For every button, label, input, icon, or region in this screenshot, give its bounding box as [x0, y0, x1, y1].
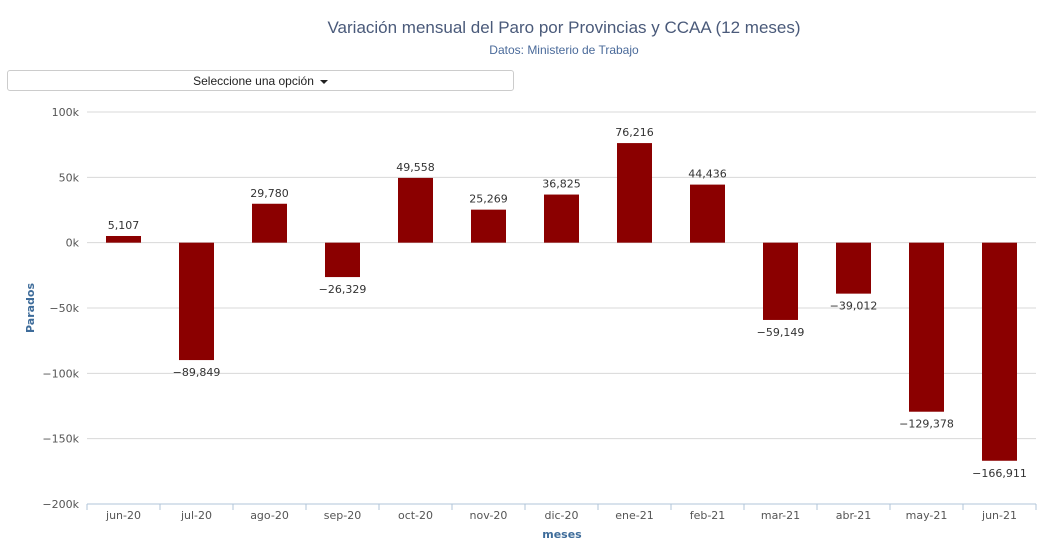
- x-tick-label: mar-21: [761, 509, 800, 522]
- x-tick-label: oct-20: [398, 509, 433, 522]
- option-select-button[interactable]: Seleccione una opción: [7, 70, 514, 91]
- chart-title: Variación mensual del Paro por Provincia…: [327, 18, 801, 37]
- data-label: 49,558: [396, 161, 435, 174]
- data-label: 44,436: [688, 168, 727, 181]
- bar[interactable]: [179, 242, 214, 361]
- bars: [106, 143, 1017, 461]
- x-tick-label: dic-20: [544, 509, 578, 522]
- bar[interactable]: [325, 242, 360, 278]
- bar[interactable]: [544, 194, 579, 243]
- x-tick-label: jun-21: [981, 509, 1017, 522]
- x-tick-label: nov-20: [470, 509, 508, 522]
- data-label: −26,329: [319, 283, 367, 296]
- x-tick-label: sep-20: [324, 509, 361, 522]
- x-axis-ticks: jun-20 jul-20 ago-20 sep-20 oct-20 nov-20 dic-…: [86, 504, 1037, 522]
- y-tick-label: −150k: [42, 433, 79, 446]
- data-label: 25,269: [469, 193, 508, 206]
- x-tick-label: abr-21: [836, 509, 872, 522]
- data-label: −89,849: [173, 366, 221, 379]
- x-axis-title: meses: [542, 528, 582, 541]
- option-select-label: Seleccione una opción: [193, 73, 314, 88]
- x-tick-label: jun-20: [105, 509, 141, 522]
- x-tick-label: may-21: [906, 509, 948, 522]
- gridlines: [87, 111, 1036, 505]
- bar[interactable]: [252, 203, 287, 243]
- bar[interactable]: [763, 242, 798, 320]
- x-tick-label: feb-21: [690, 509, 726, 522]
- x-tick-label: ene-21: [615, 509, 653, 522]
- data-label: 36,825: [542, 178, 581, 191]
- y-tick-label: 100k: [52, 106, 80, 119]
- data-label: −129,378: [899, 418, 954, 431]
- data-labels: 5,107 −89,849 29,780 −26,329 49,558 25,269 36,…: [108, 126, 1027, 480]
- data-label: 5,107: [108, 219, 140, 232]
- y-tick-label: 50k: [59, 171, 80, 184]
- x-tick-label: jul-20: [180, 509, 212, 522]
- bar[interactable]: [909, 242, 944, 412]
- bar[interactable]: [106, 235, 141, 243]
- bar[interactable]: [836, 242, 871, 294]
- bar[interactable]: [690, 184, 725, 243]
- y-tick-label: −200k: [42, 498, 79, 511]
- bar[interactable]: [617, 143, 652, 243]
- y-tick-label: −100k: [42, 367, 79, 380]
- bar[interactable]: [471, 209, 506, 243]
- data-label: −59,149: [757, 326, 805, 339]
- bar[interactable]: [398, 177, 433, 243]
- data-label: 76,216: [615, 126, 654, 139]
- x-tick-label: ago-20: [250, 509, 289, 522]
- y-tick-label: −50k: [49, 302, 79, 315]
- data-label: 29,780: [250, 187, 289, 200]
- chart-subtitle: Datos: Ministerio de Trabajo: [489, 43, 639, 57]
- y-tick-label: 0k: [66, 237, 80, 250]
- y-axis-title: Parados: [24, 283, 37, 333]
- data-label: −166,911: [972, 467, 1027, 480]
- data-label: −39,012: [830, 300, 878, 313]
- bar[interactable]: [982, 242, 1017, 461]
- caret-down-icon: [319, 79, 328, 84]
- y-axis-ticks: 100k 50k 0k −50k −100k −150k −200k: [42, 106, 79, 511]
